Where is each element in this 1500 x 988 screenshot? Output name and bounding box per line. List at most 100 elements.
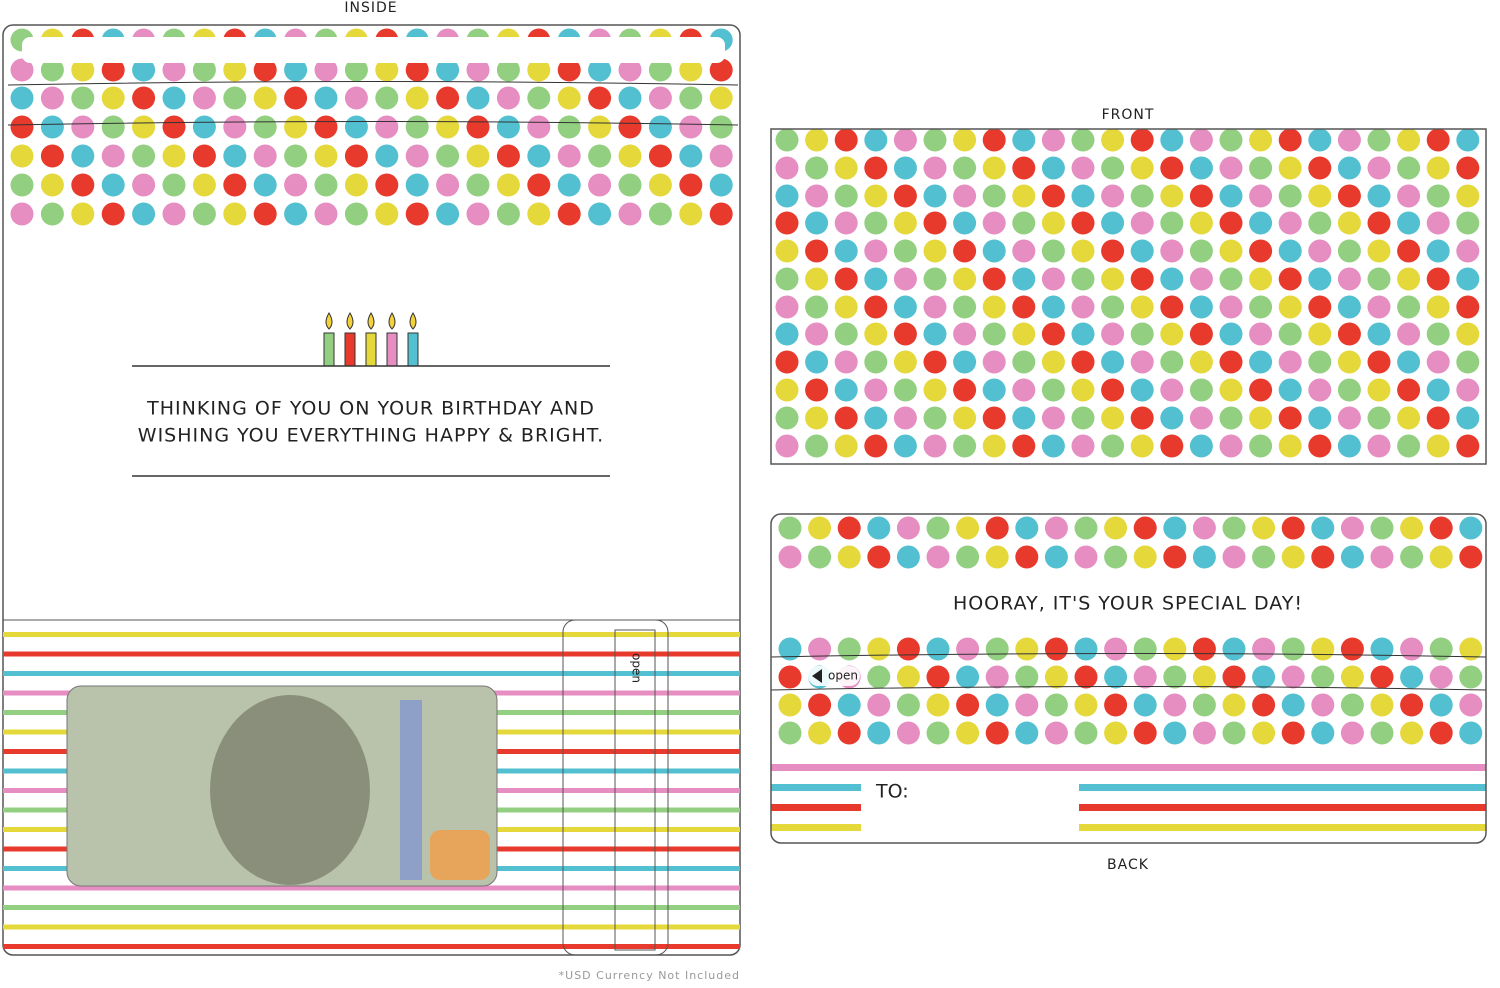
dot: [1456, 211, 1480, 235]
dot: [805, 434, 829, 458]
dot: [1071, 378, 1095, 402]
dot: [985, 516, 1009, 540]
dot: [1160, 211, 1184, 235]
dot: [1337, 434, 1361, 458]
dot: [1308, 322, 1332, 346]
dot: [40, 115, 64, 139]
dot: [648, 115, 672, 139]
dot: [709, 202, 733, 226]
label-strip: [22, 37, 725, 63]
dot: [982, 267, 1006, 291]
dot: [1281, 637, 1305, 661]
dot: [1281, 665, 1305, 689]
dot: [1459, 693, 1483, 717]
dot: [1160, 295, 1184, 319]
dot: [253, 202, 277, 226]
dot: [1133, 693, 1157, 717]
dot: [893, 322, 917, 346]
dot: [1219, 129, 1243, 152]
dot: [1456, 184, 1480, 208]
dot: [1429, 516, 1453, 540]
dot: [466, 144, 490, 168]
dot: [985, 721, 1009, 745]
dot: [314, 86, 338, 110]
dot: [1012, 350, 1036, 374]
dot: [1074, 545, 1098, 569]
dot: [10, 86, 34, 110]
dot: [1071, 434, 1095, 458]
dot: [923, 434, 947, 458]
dot: [1340, 665, 1364, 689]
dot: [775, 156, 799, 180]
flame: [325, 312, 333, 330]
dot: [1104, 545, 1128, 569]
dot: [923, 350, 947, 374]
dot: [893, 156, 917, 180]
dot: [284, 115, 308, 139]
dot: [253, 58, 277, 82]
dot: [1189, 434, 1213, 458]
dot: [344, 144, 368, 168]
dot: [618, 86, 642, 110]
dot: [923, 378, 947, 402]
dot: [71, 58, 95, 82]
dot: [1044, 637, 1068, 661]
dot: [1130, 434, 1154, 458]
dot: [375, 58, 399, 82]
dot: [923, 184, 947, 208]
dot: [1308, 267, 1332, 291]
dot: [893, 378, 917, 402]
dot: [1367, 184, 1391, 208]
dot-pattern: [775, 129, 1480, 458]
dot: [982, 239, 1006, 263]
dot: [1192, 721, 1216, 745]
dot: [223, 202, 247, 226]
dot: [1012, 267, 1036, 291]
dot: [1370, 693, 1394, 717]
dot: [1071, 211, 1095, 235]
dot: [192, 86, 216, 110]
dot: [896, 665, 920, 689]
open-tab: open: [630, 653, 644, 683]
dot: [679, 115, 703, 139]
dot: [1252, 545, 1276, 569]
dot: [1249, 129, 1273, 152]
dot: [1278, 350, 1302, 374]
dot: [1308, 406, 1332, 430]
dot: [40, 144, 64, 168]
dot: [1160, 267, 1184, 291]
dot: [834, 239, 858, 263]
dot: [953, 239, 977, 263]
dot: [1219, 239, 1243, 263]
dot: [192, 202, 216, 226]
dot: [923, 406, 947, 430]
dot: [1367, 239, 1391, 263]
dot: [223, 173, 247, 197]
stripe: [3, 671, 740, 676]
dot: [926, 665, 950, 689]
dot: [775, 295, 799, 319]
dot: [1160, 129, 1184, 152]
dot: [1456, 295, 1480, 319]
stripe: [3, 885, 740, 891]
dot: [775, 129, 799, 152]
dot: [436, 202, 460, 226]
bill-portrait: [210, 695, 370, 885]
dot: [778, 637, 802, 661]
dot: [1429, 545, 1453, 569]
dot: [1367, 129, 1391, 152]
greeting-band: [771, 575, 1486, 635]
dot: [1337, 322, 1361, 346]
dot: [588, 144, 612, 168]
dot: [1400, 637, 1424, 661]
dot: [1130, 406, 1154, 430]
dot: [1012, 184, 1036, 208]
dot: [1308, 211, 1332, 235]
dot: [985, 693, 1009, 717]
dot: [1337, 406, 1361, 430]
dot: [1397, 434, 1421, 458]
dot: [618, 173, 642, 197]
stripe: [771, 764, 1486, 771]
dot: [1456, 267, 1480, 291]
dot: [1429, 637, 1453, 661]
